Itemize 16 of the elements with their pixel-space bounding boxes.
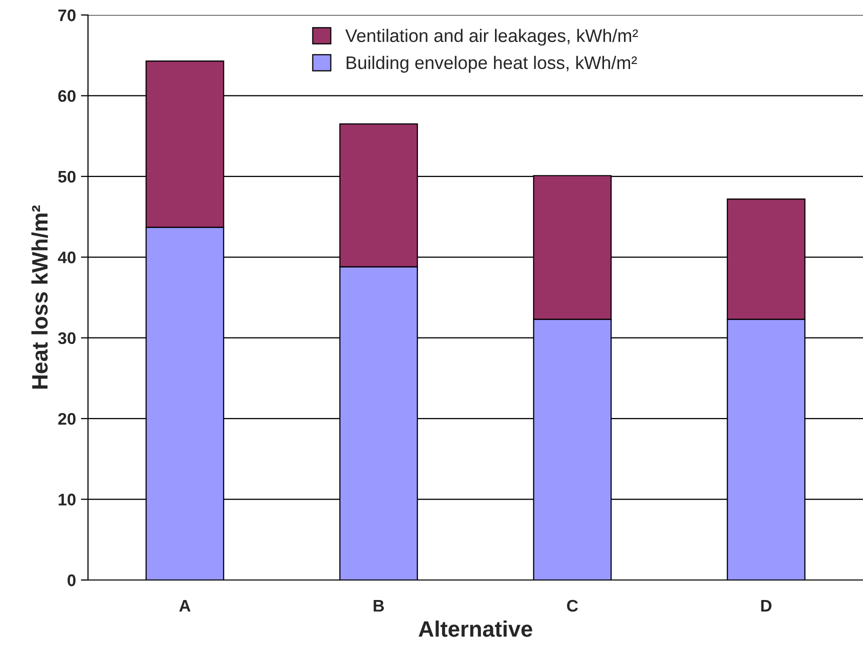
x-tick-label: D [761,600,772,612]
y-tick-label: 20 [58,412,76,425]
x-tick-label: B [374,600,384,612]
x-tick-label: A [179,600,190,612]
y-tick-label: 50 [58,170,76,183]
legend-label: Building envelope heat loss, kWh/m² [346,56,637,73]
x-tick-label: C [567,600,578,612]
y-tick-label: 0 [68,574,76,586]
legend-label: Ventilation and air leakages, kWh/m² [345,28,638,46]
y-tick-label: 10 [58,494,76,506]
y-tick-label: 40 [58,252,76,264]
y-tick-label: 70 [58,9,76,22]
y-tick-label: 60 [58,90,76,102]
y-axis-title: Heat loss kWh/m² [31,205,48,389]
x-axis-title: Alternative [418,620,532,637]
y-tick-label: 30 [58,332,76,344]
